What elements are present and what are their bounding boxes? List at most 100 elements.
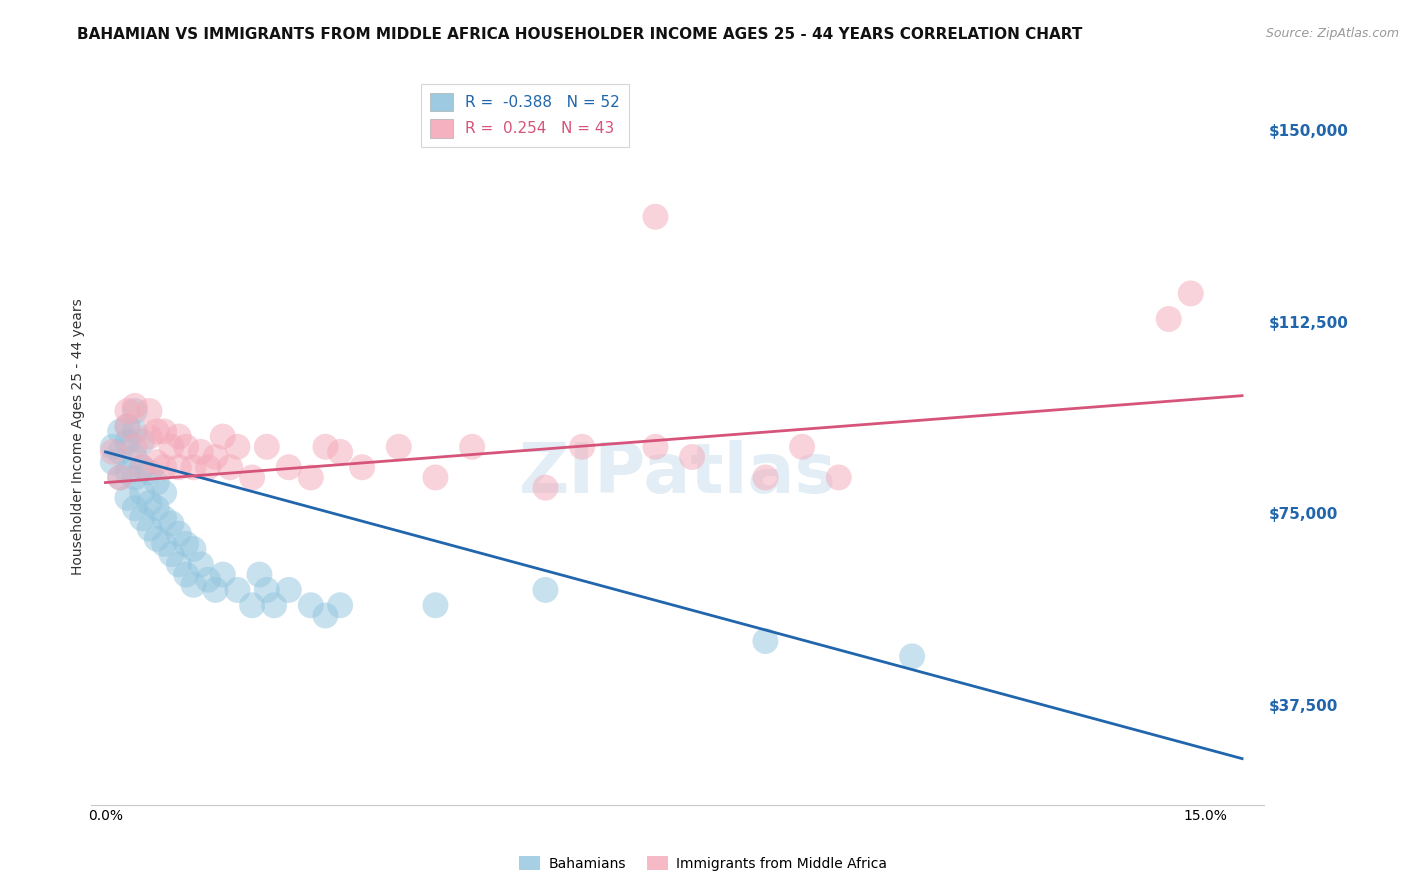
Point [117, 434, 139, 449]
Point [190, 558, 212, 572]
Y-axis label: Householder Income Ages 25 - 44 years: Householder Income Ages 25 - 44 years [72, 298, 86, 575]
Point [425, 599, 447, 613]
Point [256, 582, 278, 597]
Point [160, 440, 183, 454]
Point [352, 460, 374, 475]
Point [131, 460, 153, 475]
Point [108, 470, 131, 484]
Point [131, 460, 153, 475]
Point [138, 496, 160, 510]
Point [138, 404, 160, 418]
Point [108, 470, 131, 484]
Point [204, 582, 226, 597]
Point [117, 419, 139, 434]
Point [183, 578, 205, 592]
Point [153, 511, 176, 525]
Point [124, 450, 146, 464]
Point [425, 470, 447, 484]
Text: ZIPatlas: ZIPatlas [519, 440, 837, 507]
Point [226, 582, 249, 597]
Point [219, 460, 242, 475]
Point [131, 485, 153, 500]
Point [167, 429, 190, 443]
Point [901, 649, 924, 664]
Point [131, 434, 153, 449]
Point [138, 466, 160, 480]
Point [183, 542, 205, 557]
Point [534, 481, 557, 495]
Point [117, 466, 139, 480]
Point [226, 440, 249, 454]
Point [240, 599, 263, 613]
Point [329, 599, 352, 613]
Point [256, 440, 278, 454]
Point [101, 455, 124, 469]
Point [101, 440, 124, 454]
Point [153, 425, 176, 439]
Point [174, 440, 197, 454]
Point [153, 537, 176, 551]
Point [314, 440, 336, 454]
Point [146, 455, 169, 469]
Point [167, 558, 190, 572]
Point [828, 470, 851, 484]
Point [153, 460, 176, 475]
Point [314, 608, 336, 623]
Legend: R =  -0.388   N = 52, R =  0.254   N = 43: R = -0.388 N = 52, R = 0.254 N = 43 [420, 84, 628, 147]
Point [124, 440, 146, 454]
Point [681, 450, 703, 464]
Point [204, 450, 226, 464]
Point [117, 419, 139, 434]
Point [174, 567, 197, 582]
Point [197, 460, 219, 475]
Point [299, 599, 322, 613]
Point [329, 445, 352, 459]
Point [644, 440, 666, 454]
Point [754, 470, 776, 484]
Point [131, 511, 153, 525]
Point [183, 460, 205, 475]
Point [146, 532, 169, 546]
Point [138, 522, 160, 536]
Point [190, 445, 212, 459]
Point [160, 516, 183, 531]
Point [644, 210, 666, 224]
Point [277, 460, 299, 475]
Point [101, 445, 124, 459]
Point [790, 440, 813, 454]
Point [124, 470, 146, 484]
Point [124, 404, 146, 418]
Point [754, 634, 776, 648]
Point [1180, 286, 1202, 301]
Point [138, 429, 160, 443]
Point [249, 567, 271, 582]
Point [263, 599, 285, 613]
Point [124, 425, 146, 439]
Point [197, 573, 219, 587]
Point [534, 582, 557, 597]
Point [388, 440, 411, 454]
Point [146, 475, 169, 490]
Point [124, 399, 146, 413]
Point [1157, 312, 1180, 326]
Point [167, 526, 190, 541]
Point [108, 445, 131, 459]
Point [299, 470, 322, 484]
Text: Source: ZipAtlas.com: Source: ZipAtlas.com [1265, 27, 1399, 40]
Legend: Bahamians, Immigrants from Middle Africa: Bahamians, Immigrants from Middle Africa [513, 850, 893, 876]
Point [571, 440, 593, 454]
Point [160, 547, 183, 561]
Point [174, 537, 197, 551]
Point [146, 425, 169, 439]
Point [117, 491, 139, 505]
Point [211, 567, 233, 582]
Point [117, 404, 139, 418]
Point [277, 582, 299, 597]
Point [461, 440, 484, 454]
Point [146, 501, 169, 516]
Point [240, 470, 263, 484]
Point [124, 501, 146, 516]
Point [211, 429, 233, 443]
Text: BAHAMIAN VS IMMIGRANTS FROM MIDDLE AFRICA HOUSEHOLDER INCOME AGES 25 - 44 YEARS : BAHAMIAN VS IMMIGRANTS FROM MIDDLE AFRIC… [77, 27, 1083, 42]
Point [108, 425, 131, 439]
